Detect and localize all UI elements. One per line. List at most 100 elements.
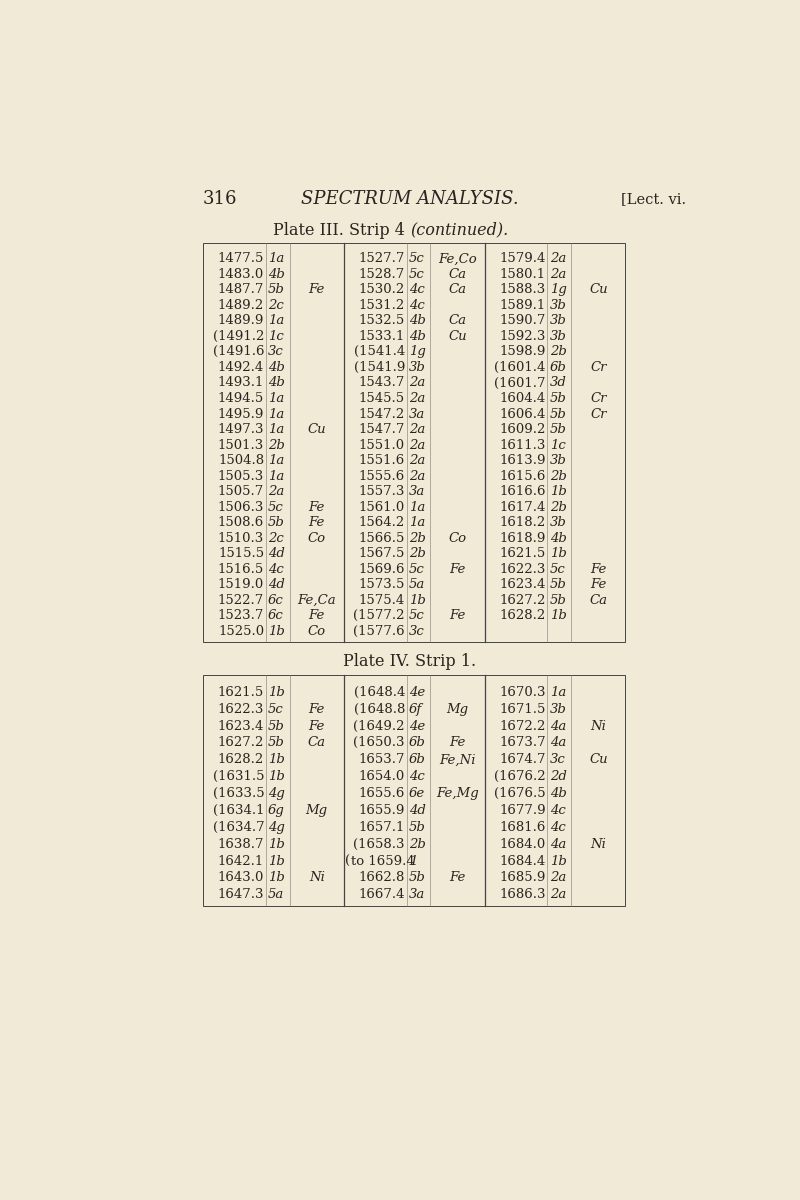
Text: 1b: 1b bbox=[550, 610, 566, 623]
Text: 5b: 5b bbox=[268, 720, 285, 732]
Text: Cu: Cu bbox=[589, 754, 608, 767]
Text: 2a: 2a bbox=[409, 424, 425, 436]
Text: 1588.3: 1588.3 bbox=[499, 283, 546, 296]
Text: 1606.4: 1606.4 bbox=[499, 408, 546, 420]
Text: 5b: 5b bbox=[409, 871, 426, 884]
Text: 2b: 2b bbox=[409, 547, 426, 560]
Text: 4e: 4e bbox=[409, 720, 425, 732]
Text: 1a: 1a bbox=[409, 516, 425, 529]
Text: Cr: Cr bbox=[590, 408, 606, 420]
Bar bbox=[203, 242, 626, 642]
Text: 1551.6: 1551.6 bbox=[358, 454, 405, 467]
Text: 1497.3: 1497.3 bbox=[218, 424, 264, 436]
Text: (1577.2: (1577.2 bbox=[354, 610, 405, 623]
Text: 316: 316 bbox=[203, 191, 238, 209]
Text: 1522.7: 1522.7 bbox=[218, 594, 264, 607]
Text: 3a: 3a bbox=[409, 485, 425, 498]
Text: 1613.9: 1613.9 bbox=[499, 454, 546, 467]
Text: 5b: 5b bbox=[550, 408, 566, 420]
Text: 1523.7: 1523.7 bbox=[218, 610, 264, 623]
Text: 5b: 5b bbox=[550, 594, 566, 607]
Text: 1b: 1b bbox=[268, 854, 285, 868]
Text: Ni: Ni bbox=[590, 720, 606, 732]
Text: 1618.9: 1618.9 bbox=[499, 532, 546, 545]
Text: Ca: Ca bbox=[449, 283, 466, 296]
Text: Ca: Ca bbox=[449, 268, 466, 281]
Text: Fe,Ca: Fe,Ca bbox=[298, 594, 336, 607]
Text: Cr: Cr bbox=[590, 392, 606, 406]
Text: 1617.4: 1617.4 bbox=[499, 500, 546, 514]
Text: 4b: 4b bbox=[409, 330, 426, 343]
Text: 6c: 6c bbox=[268, 594, 284, 607]
Text: (1577.6: (1577.6 bbox=[354, 625, 405, 638]
Text: 1528.7: 1528.7 bbox=[358, 268, 405, 281]
Text: 4b: 4b bbox=[268, 361, 285, 374]
Text: 1557.3: 1557.3 bbox=[358, 485, 405, 498]
Text: 1621.5: 1621.5 bbox=[218, 685, 264, 698]
Text: 1532.5: 1532.5 bbox=[358, 314, 405, 328]
Text: 1483.0: 1483.0 bbox=[218, 268, 264, 281]
Text: 3b: 3b bbox=[409, 361, 426, 374]
Text: (1676.5: (1676.5 bbox=[494, 787, 546, 800]
Text: 4c: 4c bbox=[409, 283, 425, 296]
Text: 1564.2: 1564.2 bbox=[358, 516, 405, 529]
Text: 1495.9: 1495.9 bbox=[218, 408, 264, 420]
Text: 5b: 5b bbox=[268, 516, 285, 529]
Text: 1a: 1a bbox=[268, 408, 284, 420]
Text: Fe: Fe bbox=[309, 703, 325, 715]
Text: 1a: 1a bbox=[268, 392, 284, 406]
Text: (1648.8: (1648.8 bbox=[354, 703, 405, 715]
Text: 1494.5: 1494.5 bbox=[218, 392, 264, 406]
Text: 1566.5: 1566.5 bbox=[358, 532, 405, 545]
Text: 1b: 1b bbox=[550, 547, 566, 560]
Text: 6b: 6b bbox=[550, 361, 566, 374]
Text: 1561.0: 1561.0 bbox=[358, 500, 405, 514]
Text: 1579.4: 1579.4 bbox=[499, 252, 546, 265]
Text: 2d: 2d bbox=[550, 770, 566, 784]
Text: 2b: 2b bbox=[550, 469, 566, 482]
Text: 1a: 1a bbox=[409, 500, 425, 514]
Text: 2b: 2b bbox=[409, 838, 426, 851]
Text: 4a: 4a bbox=[550, 720, 566, 732]
Text: Cu: Cu bbox=[448, 330, 467, 343]
Text: 2a: 2a bbox=[550, 871, 566, 884]
Text: SPECTRUM ANALYSIS.: SPECTRUM ANALYSIS. bbox=[301, 191, 519, 209]
Text: 2c: 2c bbox=[268, 532, 284, 545]
Text: Fe: Fe bbox=[309, 283, 325, 296]
Text: 1598.9: 1598.9 bbox=[499, 346, 546, 359]
Text: 5b: 5b bbox=[550, 578, 566, 592]
Text: Fe: Fe bbox=[450, 610, 466, 623]
Text: 6c: 6c bbox=[268, 610, 284, 623]
Text: 1655.6: 1655.6 bbox=[358, 787, 405, 800]
Text: 2a: 2a bbox=[550, 252, 566, 265]
Text: 2a: 2a bbox=[409, 469, 425, 482]
Text: (1676.2: (1676.2 bbox=[494, 770, 546, 784]
Text: 1489.9: 1489.9 bbox=[218, 314, 264, 328]
Text: 2a: 2a bbox=[409, 377, 425, 390]
Text: 3b: 3b bbox=[550, 330, 566, 343]
Text: Fe: Fe bbox=[309, 500, 325, 514]
Text: 2a: 2a bbox=[409, 392, 425, 406]
Text: 5b: 5b bbox=[409, 821, 426, 834]
Text: 1671.5: 1671.5 bbox=[499, 703, 546, 715]
Text: 4g: 4g bbox=[268, 821, 285, 834]
Text: 1545.5: 1545.5 bbox=[359, 392, 405, 406]
Text: 1530.2: 1530.2 bbox=[358, 283, 405, 296]
Text: 1510.3: 1510.3 bbox=[218, 532, 264, 545]
Text: 6b: 6b bbox=[409, 754, 426, 767]
Text: Co: Co bbox=[308, 625, 326, 638]
Text: 1673.7: 1673.7 bbox=[499, 737, 546, 750]
Text: 1667.4: 1667.4 bbox=[358, 888, 405, 901]
Text: 5c: 5c bbox=[409, 563, 425, 576]
Text: (1631.5: (1631.5 bbox=[213, 770, 264, 784]
Text: 3b: 3b bbox=[550, 516, 566, 529]
Text: 2a: 2a bbox=[268, 485, 284, 498]
Text: 1657.1: 1657.1 bbox=[358, 821, 405, 834]
Text: 1a: 1a bbox=[268, 469, 284, 482]
Text: 1615.6: 1615.6 bbox=[499, 469, 546, 482]
Text: 4c: 4c bbox=[409, 770, 425, 784]
Text: 1543.7: 1543.7 bbox=[358, 377, 405, 390]
Text: 1573.5: 1573.5 bbox=[358, 578, 405, 592]
Text: 2a: 2a bbox=[550, 268, 566, 281]
Text: 1g: 1g bbox=[409, 346, 426, 359]
